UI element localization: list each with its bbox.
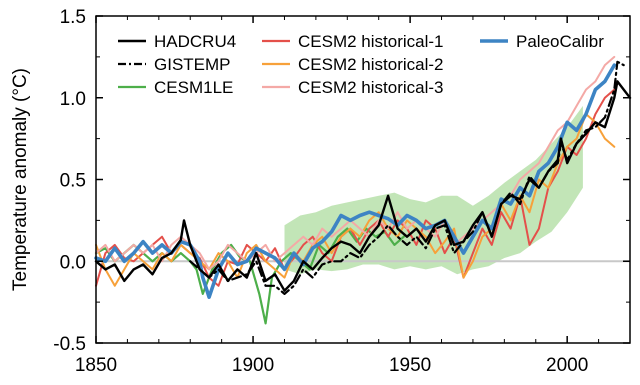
- y-tick-label: 1.5: [60, 7, 86, 28]
- series-lines: [94, 55, 632, 325]
- y-tick-label: 0.5: [60, 171, 86, 192]
- series-line-paleocalibr: [94, 63, 617, 300]
- legend-label-hadcru4: HADCRU4: [154, 32, 236, 51]
- x-tick-label: 1950: [389, 355, 431, 376]
- legend-label-cesm1le: CESM1LE: [154, 78, 233, 97]
- legend: HADCRU4 GISTEMP CESM1LE CESM2 historical-1 C…: [118, 32, 604, 97]
- cesm1le-spread-band: [284, 105, 583, 275]
- y-tick-label: -0.5: [53, 334, 86, 355]
- legend-label-cesm2-historical-1: CESM2 historical-1: [298, 32, 444, 51]
- x-tick-label: 1900: [232, 355, 274, 376]
- series-line-gistemp: [189, 60, 625, 295]
- series-line-cesm2-historical-2: [95, 113, 616, 287]
- x-tick-label: 1850: [75, 355, 117, 376]
- legend-label-gistemp: GISTEMP: [154, 55, 231, 74]
- legend-label-cesm2-historical-2: CESM2 historical-2: [298, 55, 444, 74]
- y-tick-label: 1.0: [60, 89, 86, 110]
- band-area: [284, 105, 583, 275]
- y-tick-label: 0.0: [60, 252, 86, 273]
- axis-ticks: 1850 1900 1950 2000 -0.5 0.0 0.5 1.0 1.5: [53, 7, 630, 376]
- y-axis-title-group: Temperature anomaly (°C): [10, 68, 31, 291]
- y-axis-label: Temperature anomaly (°C): [10, 68, 31, 291]
- legend-label-paleocalibr: PaleoCalibr: [516, 32, 604, 51]
- legend-label-cesm2-historical-3: CESM2 historical-3: [298, 78, 444, 97]
- x-tick-label: 2000: [546, 355, 588, 376]
- series-line-cesm1le: [94, 227, 405, 325]
- series-line-cesm2-historical-3: [95, 55, 616, 271]
